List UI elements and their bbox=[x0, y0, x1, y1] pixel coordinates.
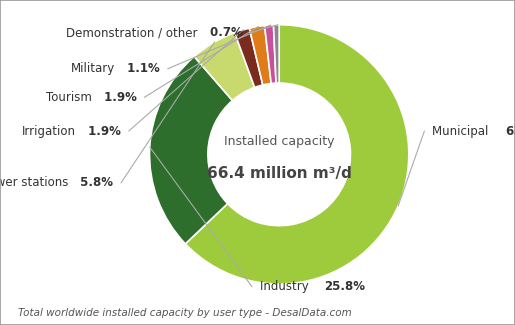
Text: Military: Military bbox=[71, 62, 115, 75]
Wedge shape bbox=[194, 32, 254, 100]
Text: 1.9%: 1.9% bbox=[84, 124, 121, 137]
Wedge shape bbox=[235, 28, 263, 87]
Text: 63%: 63% bbox=[506, 124, 515, 137]
Text: Municipal: Municipal bbox=[432, 124, 492, 137]
Wedge shape bbox=[185, 25, 409, 284]
Text: 25.8%: 25.8% bbox=[324, 280, 365, 293]
Text: Power stations: Power stations bbox=[0, 176, 68, 189]
Text: 66.4 million m³/d: 66.4 million m³/d bbox=[207, 166, 352, 181]
Text: Demonstration / other: Demonstration / other bbox=[66, 26, 198, 39]
Text: Industry: Industry bbox=[260, 280, 312, 293]
Text: Tourism: Tourism bbox=[46, 91, 92, 104]
Text: 1.1%: 1.1% bbox=[123, 62, 160, 75]
Text: Irrigation: Irrigation bbox=[22, 124, 76, 137]
Wedge shape bbox=[273, 25, 279, 83]
Wedge shape bbox=[265, 25, 276, 84]
Wedge shape bbox=[149, 57, 232, 244]
Wedge shape bbox=[249, 26, 271, 85]
Text: 1.9%: 1.9% bbox=[100, 91, 136, 104]
Text: 0.7%: 0.7% bbox=[206, 26, 243, 39]
Text: 5.8%: 5.8% bbox=[76, 176, 113, 189]
Text: Installed capacity: Installed capacity bbox=[224, 135, 334, 148]
Text: Total worldwide installed capacity by user type - DesalData.com: Total worldwide installed capacity by us… bbox=[18, 308, 352, 318]
